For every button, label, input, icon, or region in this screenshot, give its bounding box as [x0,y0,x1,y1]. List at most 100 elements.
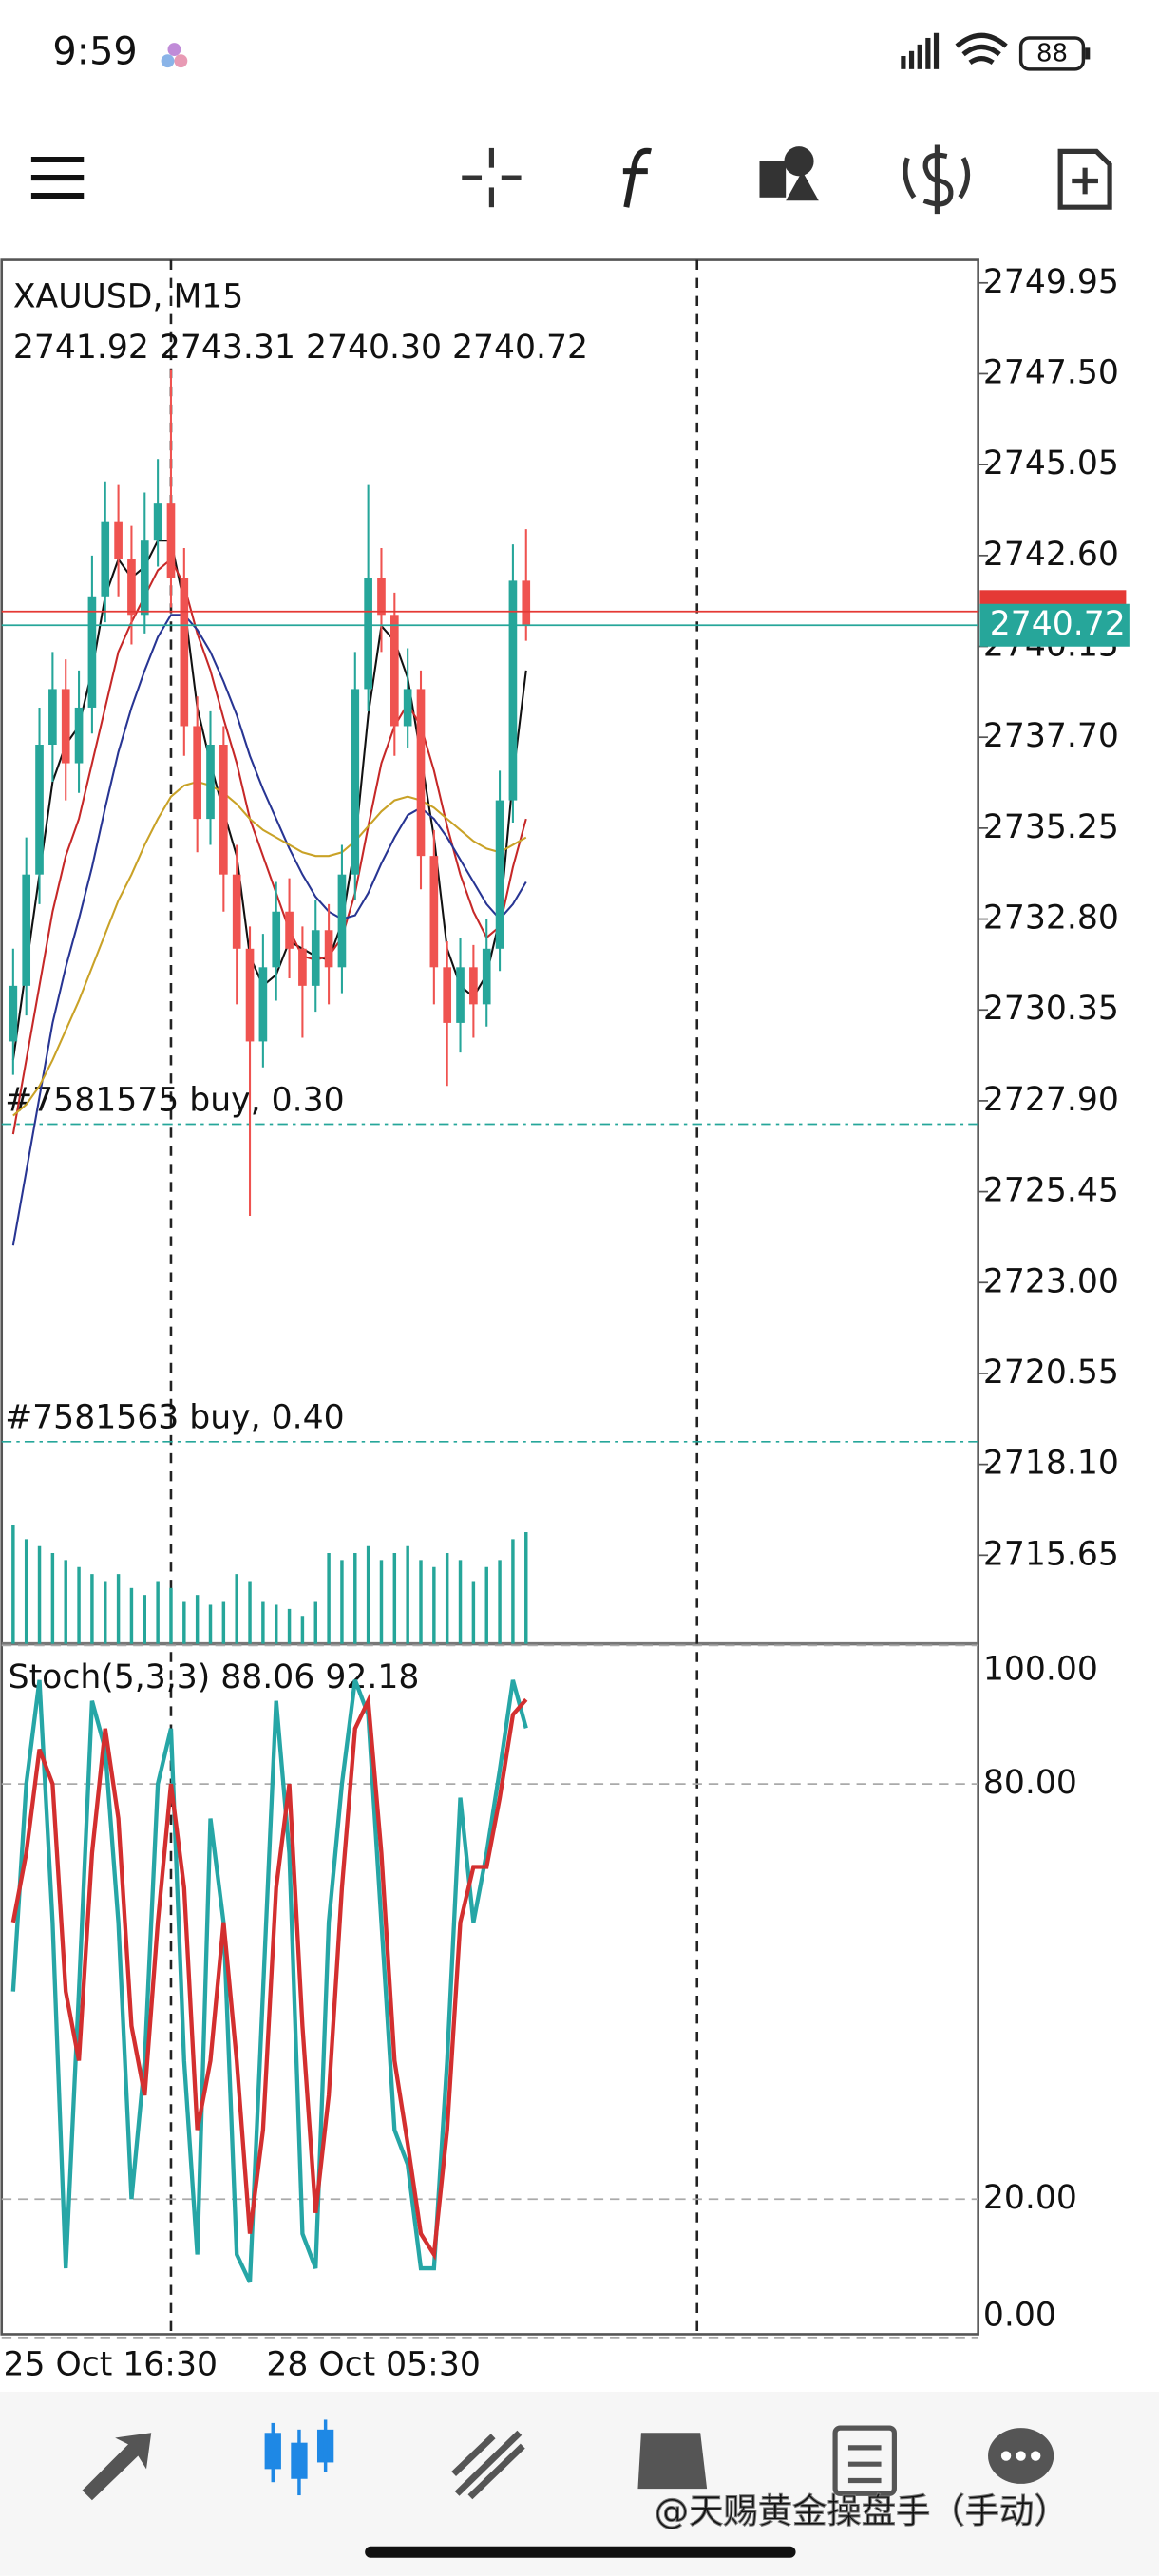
bottom-nav [0,2392,1159,2576]
candle-body [324,930,333,968]
candle-body [101,521,110,597]
y-tick-label: 2732.80 [983,900,1119,938]
symbol-label: XAUUSD, M15 [13,277,243,315]
candle-body [298,948,307,986]
status-time: 9:59 [52,30,137,74]
candle-body [114,521,123,559]
candle-body [153,503,162,541]
signal-icon [901,32,940,69]
watermark: @天赐黄金操盘手（手动） [655,2491,1069,2531]
candle-body [232,874,241,949]
plot: 2749.952747.502745.052742.602740.152737.… [1,263,1130,2383]
chart-tab[interactable] [264,2419,334,2496]
crosshair-button[interactable] [462,147,522,208]
moving-average [11,558,527,1135]
chat-tab[interactable] [988,2428,1054,2484]
candle-body [469,967,478,1005]
y-tick-label: 100.00 [983,1650,1098,1688]
battery-level: 88 [1036,40,1068,68]
moving-average [12,780,527,1117]
candle-body [22,874,31,986]
trade-button[interactable] [902,144,971,215]
y-tick-label: 0.00 [983,2296,1056,2334]
candle-body [127,559,136,616]
candle-body [522,580,531,626]
candle-body [377,578,386,616]
history-tab[interactable] [637,2433,708,2490]
candle-body [206,745,215,820]
candle-body [443,967,452,1023]
quotes-tab[interactable] [82,2433,152,2501]
candle-body [87,596,97,708]
candle-body [9,985,18,1042]
y-tick-label: 2737.70 [983,717,1119,755]
order-label: #7581575 buy, 0.30 [5,1081,344,1119]
trade-tab[interactable] [451,2430,525,2500]
battery-tip [1085,47,1091,60]
candle-body [48,689,57,746]
home-indicator [365,2546,796,2558]
candle-body [364,578,372,690]
candle-body [416,689,426,857]
candle-body [403,689,412,727]
objects-button[interactable] [759,146,819,201]
candle-body [166,503,176,578]
news-tab[interactable] [832,2425,897,2496]
price-tag [979,603,1130,647]
y-tick-label: 2715.65 [983,1535,1119,1573]
candle-body [272,911,281,968]
candle-body [508,580,518,801]
indicator-label: Stoch(5,3,3) 88.06 92.18 [9,1658,420,1696]
candle-body [351,689,360,875]
x-tick-label: 28 Oct 05:30 [266,2345,481,2383]
stoch-line [10,1679,528,2283]
candle-body [61,689,70,764]
candle-body [429,856,439,968]
indicators-button[interactable] [622,147,653,208]
chart-frame [0,258,979,2336]
stoch-line [10,1693,528,2261]
price-tag-label: 2740.72 [990,605,1126,643]
candle-body [193,726,201,820]
y-tick-label: 20.00 [983,2179,1077,2217]
y-tick-label: 2727.90 [983,1081,1119,1119]
y-tick-label: 2730.35 [983,990,1119,1028]
candle-body [482,948,491,1005]
y-tick-label: 2720.55 [983,1354,1119,1392]
x-tick-label: 25 Oct 16:30 [3,2345,218,2383]
moving-average [11,540,527,1061]
status-icon [161,43,188,68]
y-tick-label: 2742.60 [983,536,1119,574]
y-tick-label: 80.00 [983,1764,1077,1802]
y-tick-label: 2735.25 [983,808,1119,846]
candle-body [35,745,44,875]
candle-body [337,874,347,968]
order-label: #7581563 buy, 0.40 [5,1399,344,1437]
candle-body [245,948,255,1042]
y-tick-label: 2723.00 [983,1262,1119,1300]
ohlc-label: 2741.92 2743.31 2740.30 2740.72 [13,329,588,367]
y-tick-label: 2725.45 [983,1172,1119,1210]
y-tick-label: 2718.10 [983,1445,1119,1483]
y-tick-label: 2749.95 [983,263,1119,301]
candle-body [456,967,465,1023]
candle-body [140,540,149,616]
candle-body [311,930,320,986]
wifi-icon [955,32,1008,66]
candle-body [258,967,268,1042]
candle-body [74,707,84,764]
y-tick-label: 2747.50 [983,353,1119,391]
candle-body [219,745,228,875]
candle-body [390,615,399,727]
candle-body [180,578,189,727]
y-tick-label: 2745.05 [983,445,1119,483]
candle-body [495,800,504,949]
candle-body [285,911,294,949]
menu-button[interactable] [30,156,85,199]
moving-average [11,614,527,1246]
battery-icon [1018,36,1086,71]
new-order-button[interactable] [1057,148,1112,210]
